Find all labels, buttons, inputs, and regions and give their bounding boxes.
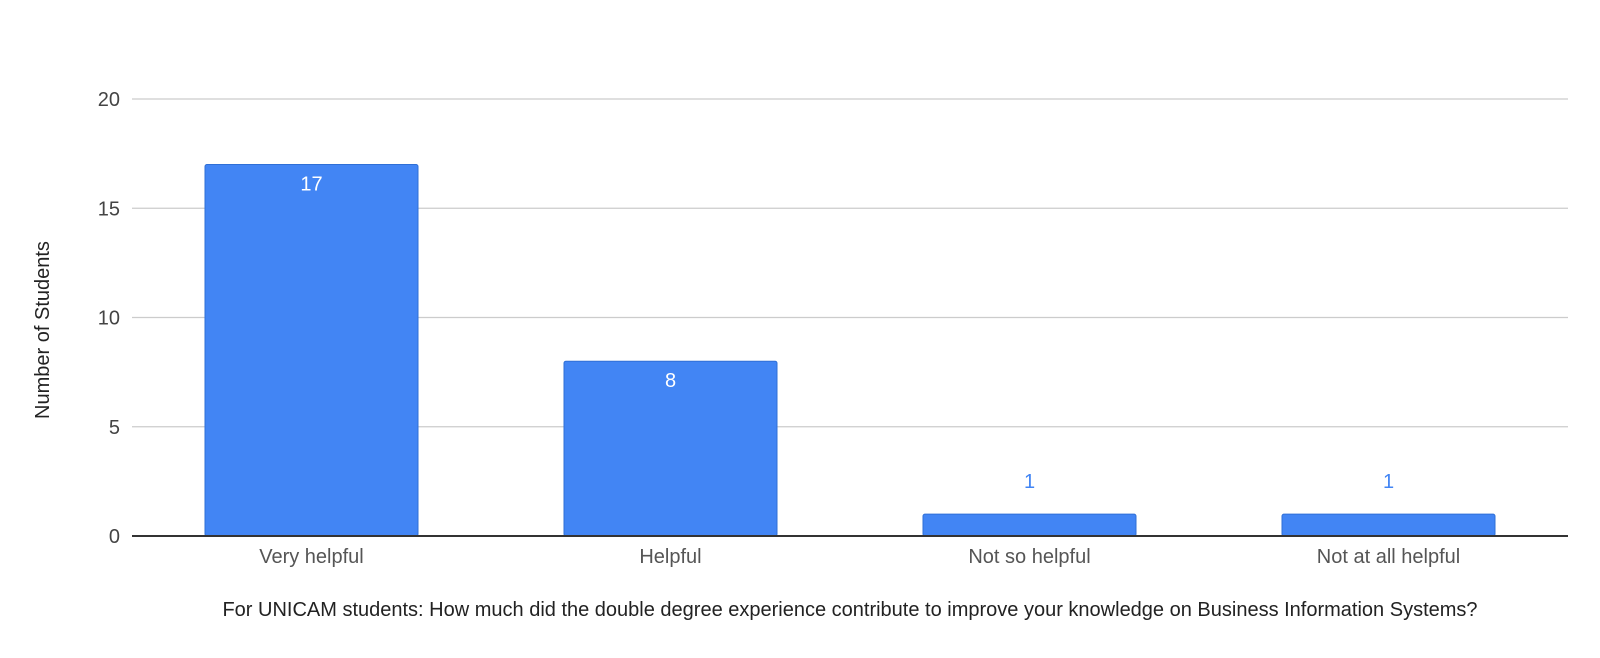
x-tick-label: Helpful [639,546,701,568]
y-tick-label: 10 [98,308,120,330]
bar-value-label: 1 [1383,471,1394,493]
bar [922,513,1137,537]
bars [204,164,1496,537]
x-axis-ticks: Very helpful Helpful Not so helpful Not at … [259,546,1460,568]
bar-value-label: 17 [300,174,322,196]
y-tick-label: 0 [109,526,120,548]
y-axis-title: Number of Students [32,241,54,419]
bar-value-label: 1 [1024,471,1035,493]
x-tick-label: Very helpful [259,546,364,568]
x-axis-title: For UNICAM students: How much did the do… [222,599,1477,621]
bar [1281,513,1496,537]
data-labels: 17 8 1 1 [300,174,1394,494]
y-tick-label: 15 [98,198,120,220]
y-tick-label: 5 [109,417,120,439]
x-tick-label: Not so helpful [968,546,1090,568]
x-tick-label: Not at all helpful [1317,546,1460,568]
bar-value-label: 8 [665,370,676,392]
y-axis-ticks: 0 5 10 15 20 [98,89,120,548]
bar [204,164,419,537]
y-tick-label: 20 [98,89,120,111]
